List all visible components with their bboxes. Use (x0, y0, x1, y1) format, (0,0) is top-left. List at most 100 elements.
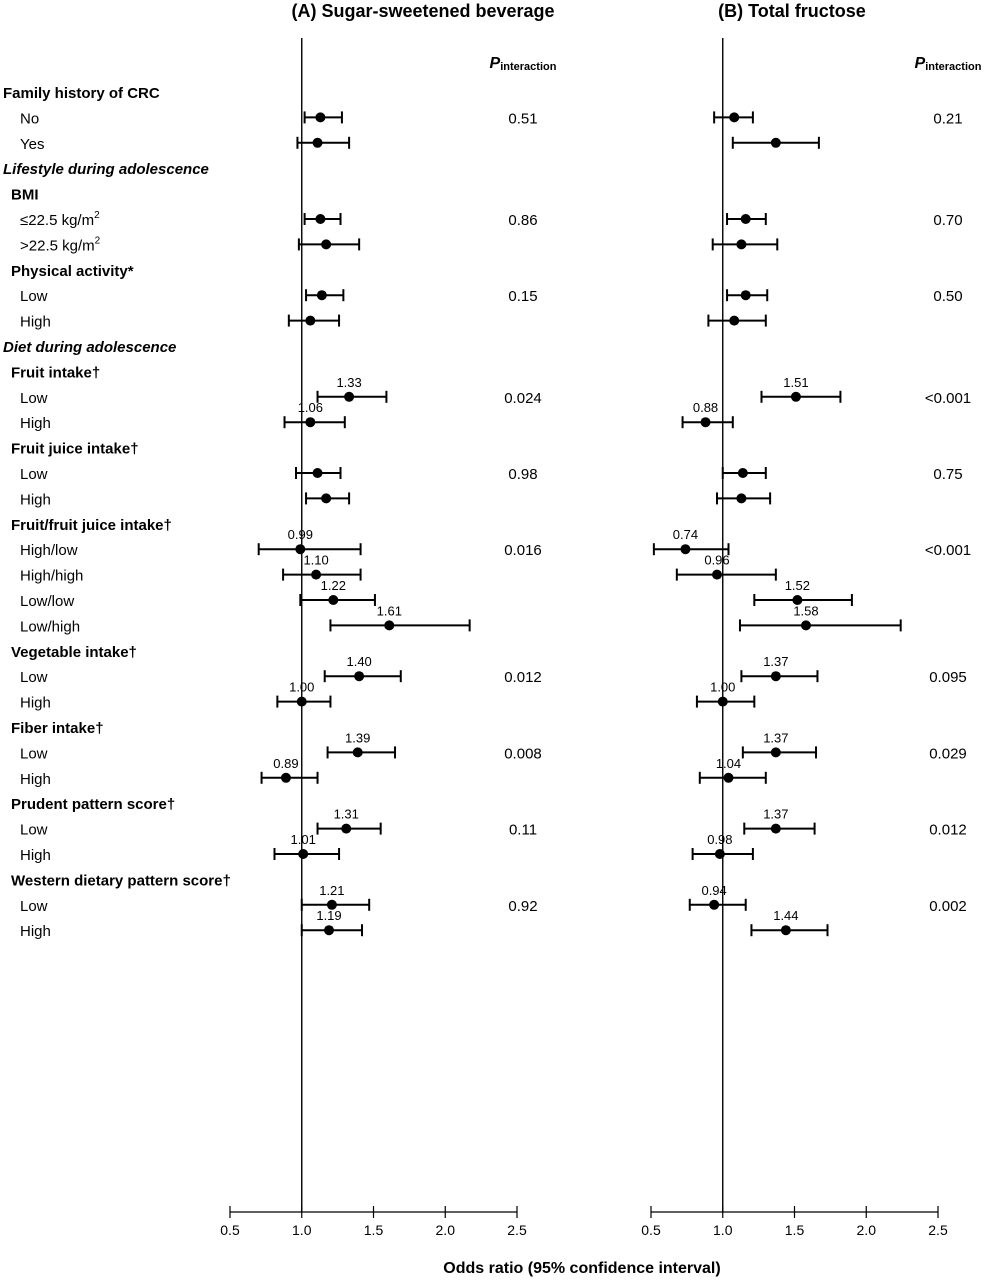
p-interaction-value-a: 0.15 (508, 288, 537, 305)
row-header: BMI (11, 187, 39, 204)
point-estimate-b (792, 595, 803, 605)
point-estimate-a (316, 290, 327, 301)
row-label: Low (20, 822, 48, 839)
row-header: Physical activity* (11, 263, 134, 280)
point-estimate-b (736, 493, 747, 504)
point-estimate-b (700, 417, 711, 428)
point-estimate-b (714, 849, 725, 859)
or-value-label-a: 1.31 (334, 807, 359, 822)
row-label: Low (20, 745, 48, 762)
row-header: Family history of CRC (3, 85, 160, 102)
x-tick-label-b: 2.5 (928, 1222, 948, 1238)
row-label: Low (20, 288, 48, 305)
p-interaction-value-a: 0.11 (509, 822, 537, 839)
p-interaction-value-b: 0.002 (929, 898, 967, 915)
point-estimate-b (770, 137, 781, 148)
or-value-label-b: 1.04 (716, 756, 741, 771)
or-value-label-b: 0.74 (673, 527, 698, 542)
point-estimate-a (312, 137, 323, 148)
point-estimate-a (328, 595, 339, 605)
or-value-label-a: 1.39 (345, 730, 370, 745)
p-interaction-value-b: 0.095 (929, 669, 967, 686)
x-tick-label-b: 2.0 (857, 1222, 877, 1238)
or-value-label-a: 1.01 (291, 832, 316, 847)
or-value-label-a: 1.22 (321, 578, 346, 593)
row-label: Low (20, 390, 48, 407)
row-label: Low/high (20, 618, 80, 635)
x-tick-label-b: 1.0 (713, 1222, 733, 1238)
or-value-label-a: 0.89 (273, 756, 298, 771)
x-tick-label-a: 1.5 (364, 1222, 384, 1238)
row-header: Vegetable intake† (11, 644, 137, 661)
or-value-label-a: 1.00 (289, 680, 314, 695)
point-estimate-b (780, 925, 791, 936)
row-header: Diet during adolescence (3, 339, 176, 356)
point-estimate-a (341, 823, 352, 834)
point-estimate-a (315, 214, 326, 224)
p-interaction-value-b: <0.001 (925, 390, 971, 407)
or-value-label-a: 1.10 (303, 553, 328, 568)
p-interaction-header-a: Pinteraction (490, 55, 557, 73)
or-value-label-b: 1.00 (710, 680, 735, 695)
row-label: High (20, 314, 51, 331)
p-interaction-value-a: 0.98 (508, 466, 537, 483)
point-estimate-a (312, 468, 323, 478)
point-estimate-a (326, 899, 337, 910)
point-estimate-a (298, 849, 309, 859)
or-value-label-a: 1.21 (319, 883, 344, 898)
or-value-label-b: 1.37 (763, 654, 788, 669)
row-label: Low/low (20, 593, 74, 610)
x-tick-label-b: 1.5 (785, 1222, 805, 1238)
point-estimate-a (384, 620, 395, 631)
row-label: Low (20, 898, 48, 915)
p-interaction-value-b: 0.21 (933, 110, 962, 127)
point-estimate-a (296, 696, 307, 707)
row-header: Fruit juice intake† (11, 441, 139, 458)
point-estimate-a (321, 493, 332, 504)
or-value-label-b: 0.96 (704, 553, 729, 568)
or-value-label-a: 1.40 (346, 654, 371, 669)
point-estimate-b (740, 214, 751, 224)
row-label: High/high (20, 568, 83, 585)
row-label: ≤22.5 kg/m2 (20, 210, 100, 229)
point-estimate-b (800, 620, 811, 631)
point-estimate-a (352, 747, 363, 758)
x-tick-label-a: 2.0 (436, 1222, 456, 1238)
or-value-label-b: 1.58 (793, 603, 818, 618)
or-value-label-b: 0.94 (701, 883, 726, 898)
p-interaction-value-a: 0.016 (504, 542, 542, 559)
point-estimate-b (729, 315, 740, 326)
point-estimate-b (790, 391, 801, 402)
or-value-label-b: 1.44 (773, 908, 798, 923)
row-label: High (20, 923, 51, 940)
x-tick-label-a: 0.5 (220, 1222, 240, 1238)
point-estimate-b (712, 569, 723, 580)
row-label: No (20, 110, 39, 127)
p-interaction-value-a: 0.92 (508, 898, 537, 915)
point-estimate-b (680, 544, 691, 555)
point-estimate-b (740, 290, 751, 301)
point-estimate-a (305, 315, 316, 326)
x-tick-label-b: 0.5 (641, 1222, 661, 1238)
p-interaction-header-b: Pinteraction (915, 55, 982, 73)
p-interaction-value-b: 0.029 (929, 745, 967, 762)
row-header: Lifestyle during adolescence (3, 161, 209, 178)
or-value-label-b: 0.98 (707, 832, 732, 847)
point-estimate-a (311, 569, 322, 580)
or-value-label-a: 1.33 (336, 375, 361, 390)
point-estimate-b (729, 112, 740, 123)
row-label: High (20, 491, 51, 508)
p-interaction-value-b: 0.75 (933, 466, 962, 483)
point-estimate-b (770, 671, 781, 682)
or-value-label-a: 1.61 (377, 603, 402, 618)
row-label: Low (20, 466, 48, 483)
row-label: Yes (20, 136, 44, 153)
point-estimate-b (709, 899, 720, 910)
panel-title-a: (A) Sugar-sweetened beverage (291, 1, 554, 21)
row-label: High/low (20, 542, 78, 559)
or-value-label-a: 1.19 (316, 908, 341, 923)
point-estimate-b (736, 239, 747, 250)
point-estimate-a (315, 112, 326, 123)
p-interaction-value-a: 0.86 (508, 212, 537, 229)
point-estimate-a (344, 391, 355, 402)
